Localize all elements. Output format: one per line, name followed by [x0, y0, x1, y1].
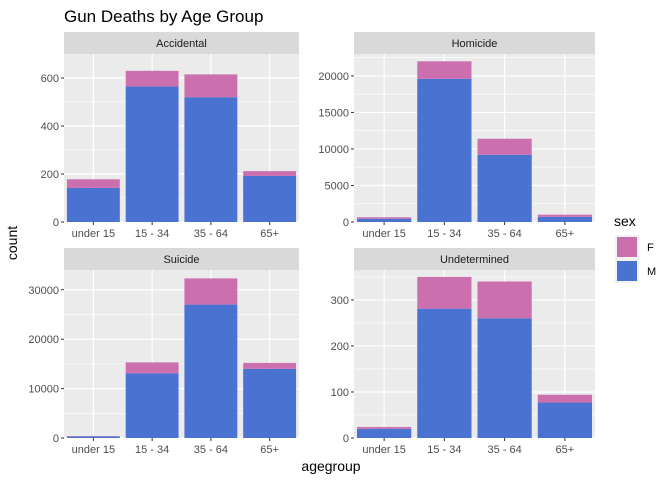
- x-tick-label: 65+: [260, 444, 279, 456]
- panel-background: [354, 54, 595, 222]
- bar-homicide-35-64-f: [477, 138, 532, 155]
- bar-suicide-15-34-f: [125, 362, 179, 374]
- bar-suicide-65-m: [243, 368, 297, 438]
- bar-accidental-15-34-f: [125, 70, 179, 87]
- y-tick-label: 5000: [325, 180, 349, 192]
- y-tick-label: 10000: [28, 384, 59, 396]
- panel-accidental: Accidental 0 200 400 600 under 15 15 - 34 35 - …: [41, 32, 299, 240]
- y-tick-label: 0: [343, 217, 349, 229]
- x-tick-label: under 15: [362, 228, 405, 240]
- panel-strip: [64, 248, 299, 270]
- panel-strip-label: Undetermined: [440, 254, 509, 266]
- bar-homicide-35-64-m: [477, 154, 532, 222]
- bar-accidental-65-m: [243, 175, 297, 222]
- y-tick-label: 0: [53, 433, 59, 445]
- bar-homicide-65-m: [537, 216, 592, 222]
- x-tick-label: 65+: [556, 228, 575, 240]
- x-tick-label: 65+: [260, 228, 279, 240]
- bar-homicide-under-15-f: [357, 217, 412, 219]
- x-tick-label: 15 - 34: [427, 228, 461, 240]
- bar-suicide-35-64-f: [184, 278, 238, 305]
- bar-undetermined-35-64-m: [477, 318, 532, 438]
- bar-undetermined-15-34-f: [417, 276, 472, 309]
- x-tick-label: under 15: [72, 228, 115, 240]
- y-tick-label: 30000: [28, 285, 59, 297]
- legend-title: sex: [614, 213, 636, 229]
- bar-undetermined-under-15-f: [357, 426, 412, 429]
- panel-strip: [354, 32, 595, 54]
- x-tick-label: 35 - 64: [194, 444, 228, 456]
- x-tick-label: 15 - 34: [135, 444, 169, 456]
- legend: sex FM: [614, 213, 656, 283]
- y-tick-label: 200: [331, 341, 349, 353]
- bar-suicide-35-64-m: [184, 304, 238, 438]
- y-tick-label: 100: [331, 387, 349, 399]
- legend-key-m: [617, 261, 637, 281]
- x-tick-label: under 15: [362, 444, 405, 456]
- x-tick-label: 15 - 34: [427, 444, 461, 456]
- y-tick-label: 20000: [318, 71, 349, 83]
- panel-strip-label: Accidental: [156, 38, 207, 50]
- x-tick-label: 65+: [556, 444, 575, 456]
- facet-panels: Accidental 0 200 400 600 under 15 15 - 34 35 - …: [28, 32, 595, 456]
- bar-undetermined-65-f: [537, 394, 592, 403]
- bar-homicide-15-34-f: [417, 61, 472, 79]
- y-tick-label: 0: [53, 217, 59, 229]
- y-tick-label: 0: [343, 433, 349, 445]
- panel-strip-label: Homicide: [452, 38, 498, 50]
- y-tick-label: 15000: [318, 107, 349, 119]
- bar-suicide-under-15-m: [66, 436, 120, 438]
- x-tick-label: 35 - 64: [488, 444, 522, 456]
- x-tick-label: 15 - 34: [135, 228, 169, 240]
- panel-suicide: Suicide 0 10000 20000 30000 under 15 15 - 34 35…: [28, 248, 299, 456]
- y-tick-label: 600: [41, 73, 59, 85]
- bar-homicide-under-15-m: [357, 218, 412, 222]
- panel-undetermined: Undetermined 0 100 200 300 under 15 15 - 34 35 …: [331, 248, 595, 456]
- y-tick-label: 20000: [28, 334, 59, 346]
- legend-label-f: F: [647, 242, 654, 254]
- panel-strip-label: Suicide: [163, 254, 199, 266]
- y-tick-label: 10000: [318, 144, 349, 156]
- bar-homicide-65-f: [537, 214, 592, 217]
- chart-title: Gun Deaths by Age Group: [64, 7, 263, 26]
- bar-suicide-65-f: [243, 362, 297, 369]
- bar-suicide-15-34-m: [125, 373, 179, 438]
- bar-accidental-35-64-f: [184, 74, 238, 98]
- y-tick-label: 400: [41, 121, 59, 133]
- bar-accidental-under-15-m: [66, 187, 120, 222]
- panel-strip: [354, 248, 595, 270]
- bar-undetermined-65-m: [537, 402, 592, 438]
- bar-accidental-35-64-m: [184, 97, 238, 222]
- bar-undetermined-under-15-m: [357, 428, 412, 438]
- panel-strip: [64, 32, 299, 54]
- bar-accidental-65-f: [243, 171, 297, 176]
- bar-accidental-under-15-f: [66, 179, 120, 188]
- legend-key-f: [617, 237, 637, 257]
- bar-homicide-15-34-m: [417, 78, 472, 223]
- y-tick-label: 200: [41, 169, 59, 181]
- x-tick-label: under 15: [72, 444, 115, 456]
- y-axis-title: count: [4, 226, 20, 260]
- x-tick-label: 35 - 64: [194, 228, 228, 240]
- bar-accidental-15-34-m: [125, 86, 179, 223]
- bar-undetermined-35-64-f: [477, 281, 532, 319]
- y-tick-label: 300: [331, 295, 349, 307]
- panel-homicide: Homicide 0 5000 10000 15000 20000 under 15 15 -…: [318, 32, 595, 240]
- x-tick-label: 35 - 64: [488, 228, 522, 240]
- x-axis-title: agegroup: [301, 458, 360, 474]
- bar-undetermined-15-34-m: [417, 308, 472, 438]
- legend-label-m: M: [647, 266, 656, 278]
